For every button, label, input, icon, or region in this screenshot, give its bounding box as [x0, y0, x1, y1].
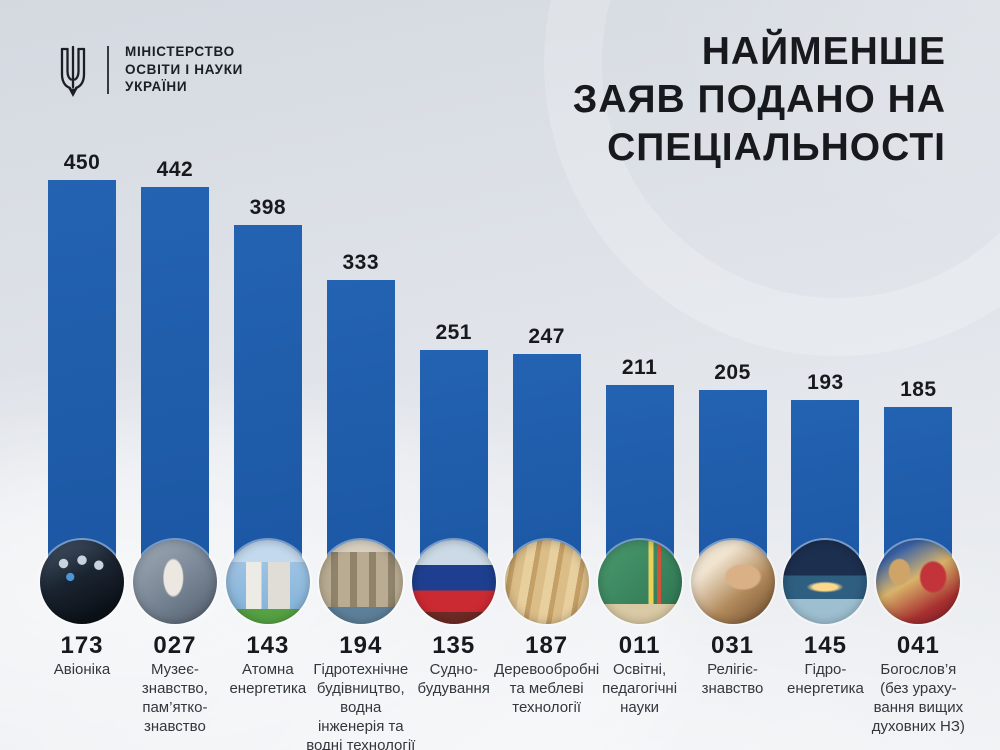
bar-value-label: 211 [621, 355, 658, 379]
bar-value-label: 193 [807, 371, 844, 395]
specialty-name: Богослов’я (без ураху- вання вищих духов… [871, 661, 965, 735]
specialty-name: Судно- будування [417, 661, 490, 697]
bar-value-label: 251 [435, 321, 472, 345]
specialty-photo [504, 540, 589, 624]
bar-value-label: 185 [900, 378, 937, 402]
specialty-name: Авіоніка [53, 661, 111, 678]
specialty-code: 027 [153, 632, 197, 659]
bar [140, 186, 209, 600]
title-line-1: НАЙМЕНШЕ [701, 30, 946, 73]
specialty-code: 194 [339, 632, 383, 659]
title-line-3: СПЕЦІАЛЬНОСТІ [607, 126, 946, 169]
ministry-name-line-3: УКРАЇНИ [125, 79, 188, 94]
specialty-code: 135 [432, 632, 476, 659]
specialty-photo [318, 540, 403, 624]
specialty-name: Музеє- знавство, пам’ятко- знавство [141, 661, 208, 735]
bar [48, 180, 116, 600]
bar-value-label: 398 [249, 195, 287, 219]
specialty-photo [411, 540, 496, 624]
ministry-name-line-2: ОСВІТИ І НАУКИ [125, 61, 244, 77]
bar-value-label: 247 [528, 324, 565, 348]
bar-value-label: 450 [63, 151, 101, 175]
specialty-photo [876, 540, 961, 624]
specialty-photo [597, 540, 682, 624]
specialty-name: Освітні, педагогічні науки [602, 661, 678, 716]
bar [233, 224, 302, 600]
specialty-photo [783, 540, 868, 624]
specialty-code: 173 [60, 632, 104, 659]
logo-divider [107, 46, 109, 94]
bar-value-label: 205 [714, 360, 751, 384]
specialty-name: Атомна енергетика [229, 661, 307, 697]
bar-value-label: 333 [342, 251, 380, 275]
ministry-name-line-1: МІНІСТЕРСТВО [125, 44, 235, 59]
specialty-code: 041 [896, 632, 940, 659]
specialty-name: Деревообробні та меблеві технології [494, 661, 600, 716]
specialty-name: Гідро- енергетика [787, 661, 864, 697]
trident-icon [60, 45, 86, 97]
specialty-code: 031 [710, 632, 755, 659]
bar-value-label: 442 [156, 157, 194, 181]
specialty-photo [132, 540, 217, 624]
page-title: НАЙМЕНШЕ ЗАЯВ ПОДАНО НА СПЕЦІАЛЬНОСТІ [573, 28, 946, 172]
ministry-name: МІНІСТЕРСТВО ОСВІТИ І НАУКИ УКРАЇНИ [125, 43, 243, 96]
ministry-logo: МІНІСТЕРСТВО ОСВІТИ І НАУКИ УКРАЇНИ [56, 40, 243, 102]
specialty-photo [690, 540, 775, 624]
specialty-code: 143 [246, 632, 290, 659]
specialty-photo [40, 540, 124, 624]
specialty-name: Релігіє- знавство [701, 661, 764, 697]
specialty-code: 145 [803, 632, 847, 659]
specialty-code: 011 [618, 632, 661, 659]
specialty-code: 187 [525, 632, 569, 659]
title-line-2: ЗАЯВ ПОДАНО НА [572, 78, 946, 121]
specialty-photo [225, 540, 310, 624]
specialty-name: Гідротехнічне будівництво, водна інженер… [306, 661, 416, 750]
